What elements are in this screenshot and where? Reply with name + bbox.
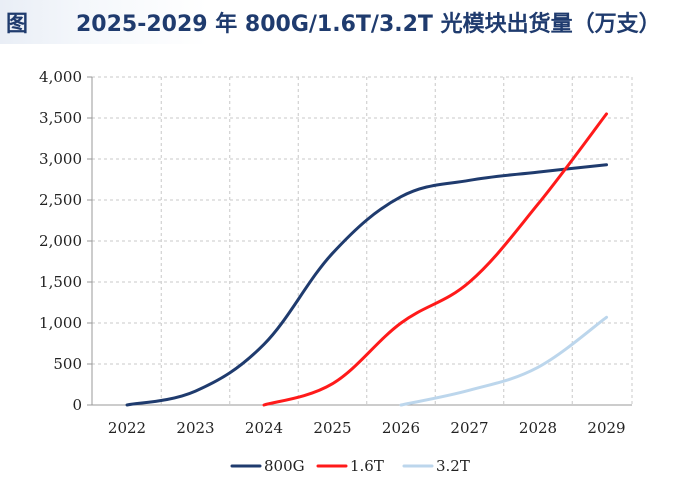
x-tick-label: 2025 (313, 419, 351, 437)
axis-layer: 0 500 1,000 1,500 2,000 2,500 3,000 3,500 4,000 2… (39, 68, 632, 437)
figure-label: 图 (6, 12, 29, 37)
y-tick-label: 3,500 (39, 109, 82, 127)
y-tick-label: 0 (72, 396, 82, 414)
y-tick-label: 1,000 (39, 314, 82, 332)
y-tick-label: 2,500 (39, 191, 82, 209)
legend-label: 800G (264, 457, 305, 475)
x-tick-label: 2029 (587, 419, 625, 437)
x-tick-label: 2022 (108, 419, 146, 437)
legend-label: 3.2T (436, 457, 470, 475)
legend-layer: 800G 1.6T 3.2T (230, 457, 470, 475)
title-bar: 图 2025-2029 年 800G/1.6T/3.2T 光模块出货量（万支） (0, 0, 692, 44)
series-line-16t (262, 112, 608, 407)
y-tick-label: 1,500 (39, 273, 82, 291)
x-tick-label: 2024 (245, 419, 283, 437)
y-tick-label: 2,000 (39, 232, 82, 250)
legend-label: 1.6T (350, 457, 384, 475)
x-tick-label: 2023 (176, 419, 214, 437)
y-tick-label: 3,000 (39, 150, 82, 168)
series-line-32t (399, 315, 608, 407)
x-tick-label: 2028 (519, 419, 557, 437)
chart-title: 2025-2029 年 800G/1.6T/3.2T 光模块出货量（万支） (76, 12, 661, 37)
x-tick-label: 2027 (450, 419, 488, 437)
x-tick-label: 2026 (382, 419, 420, 437)
series-layer (125, 112, 608, 407)
y-tick-label: 500 (53, 355, 82, 373)
series-line-800g (125, 163, 608, 407)
y-tick-label: 4,000 (39, 68, 82, 86)
grid-layer (92, 76, 633, 405)
